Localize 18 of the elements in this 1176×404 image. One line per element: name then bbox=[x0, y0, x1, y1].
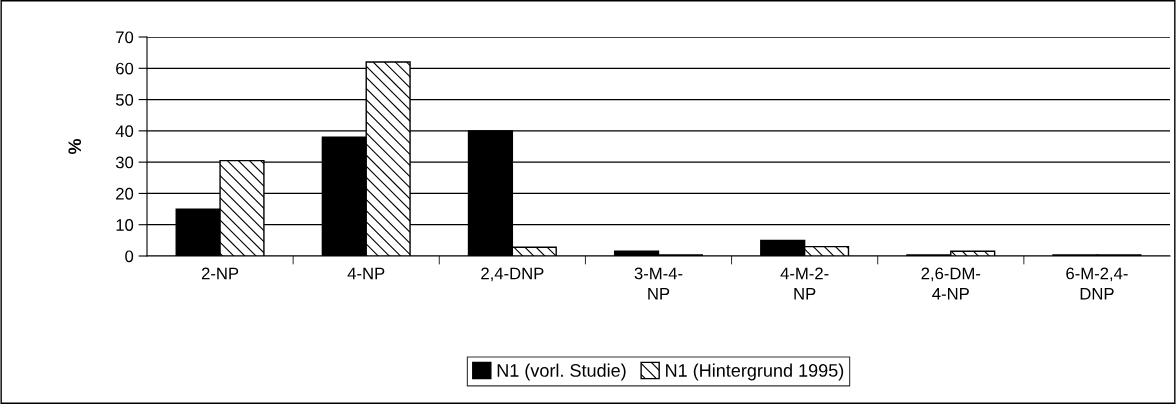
y-axis-title: % bbox=[68, 138, 82, 155]
y-tick-label: 0 bbox=[125, 250, 134, 263]
x-tick-label: 2,6-DM- 4-NP bbox=[921, 267, 981, 300]
y-tick-label: 10 bbox=[116, 219, 134, 231]
x-tick-label: 4-M-2- NP bbox=[780, 267, 829, 300]
legend-label: N1 (Hintergrund 1995) bbox=[666, 363, 844, 381]
legend-label: N1 (vorl. Studie) bbox=[497, 363, 626, 381]
x-tick-label: 3-M-4- NP bbox=[634, 267, 683, 300]
y-tick-label: 60 bbox=[116, 62, 134, 75]
y-tick-label: 50 bbox=[115, 93, 134, 106]
x-tick-label: 6-M-2,4- DNP bbox=[1066, 267, 1128, 300]
y-tick-label: 20 bbox=[116, 187, 134, 200]
x-tick-label: 2,4-DNP bbox=[481, 267, 544, 282]
y-tick-label: 70 bbox=[116, 31, 134, 44]
y-tick-label: 40 bbox=[115, 125, 134, 138]
x-tick-label: 2-NP bbox=[201, 267, 239, 280]
y-tick-label: 30 bbox=[115, 156, 134, 169]
x-tick-label: 4-NP bbox=[347, 267, 385, 280]
